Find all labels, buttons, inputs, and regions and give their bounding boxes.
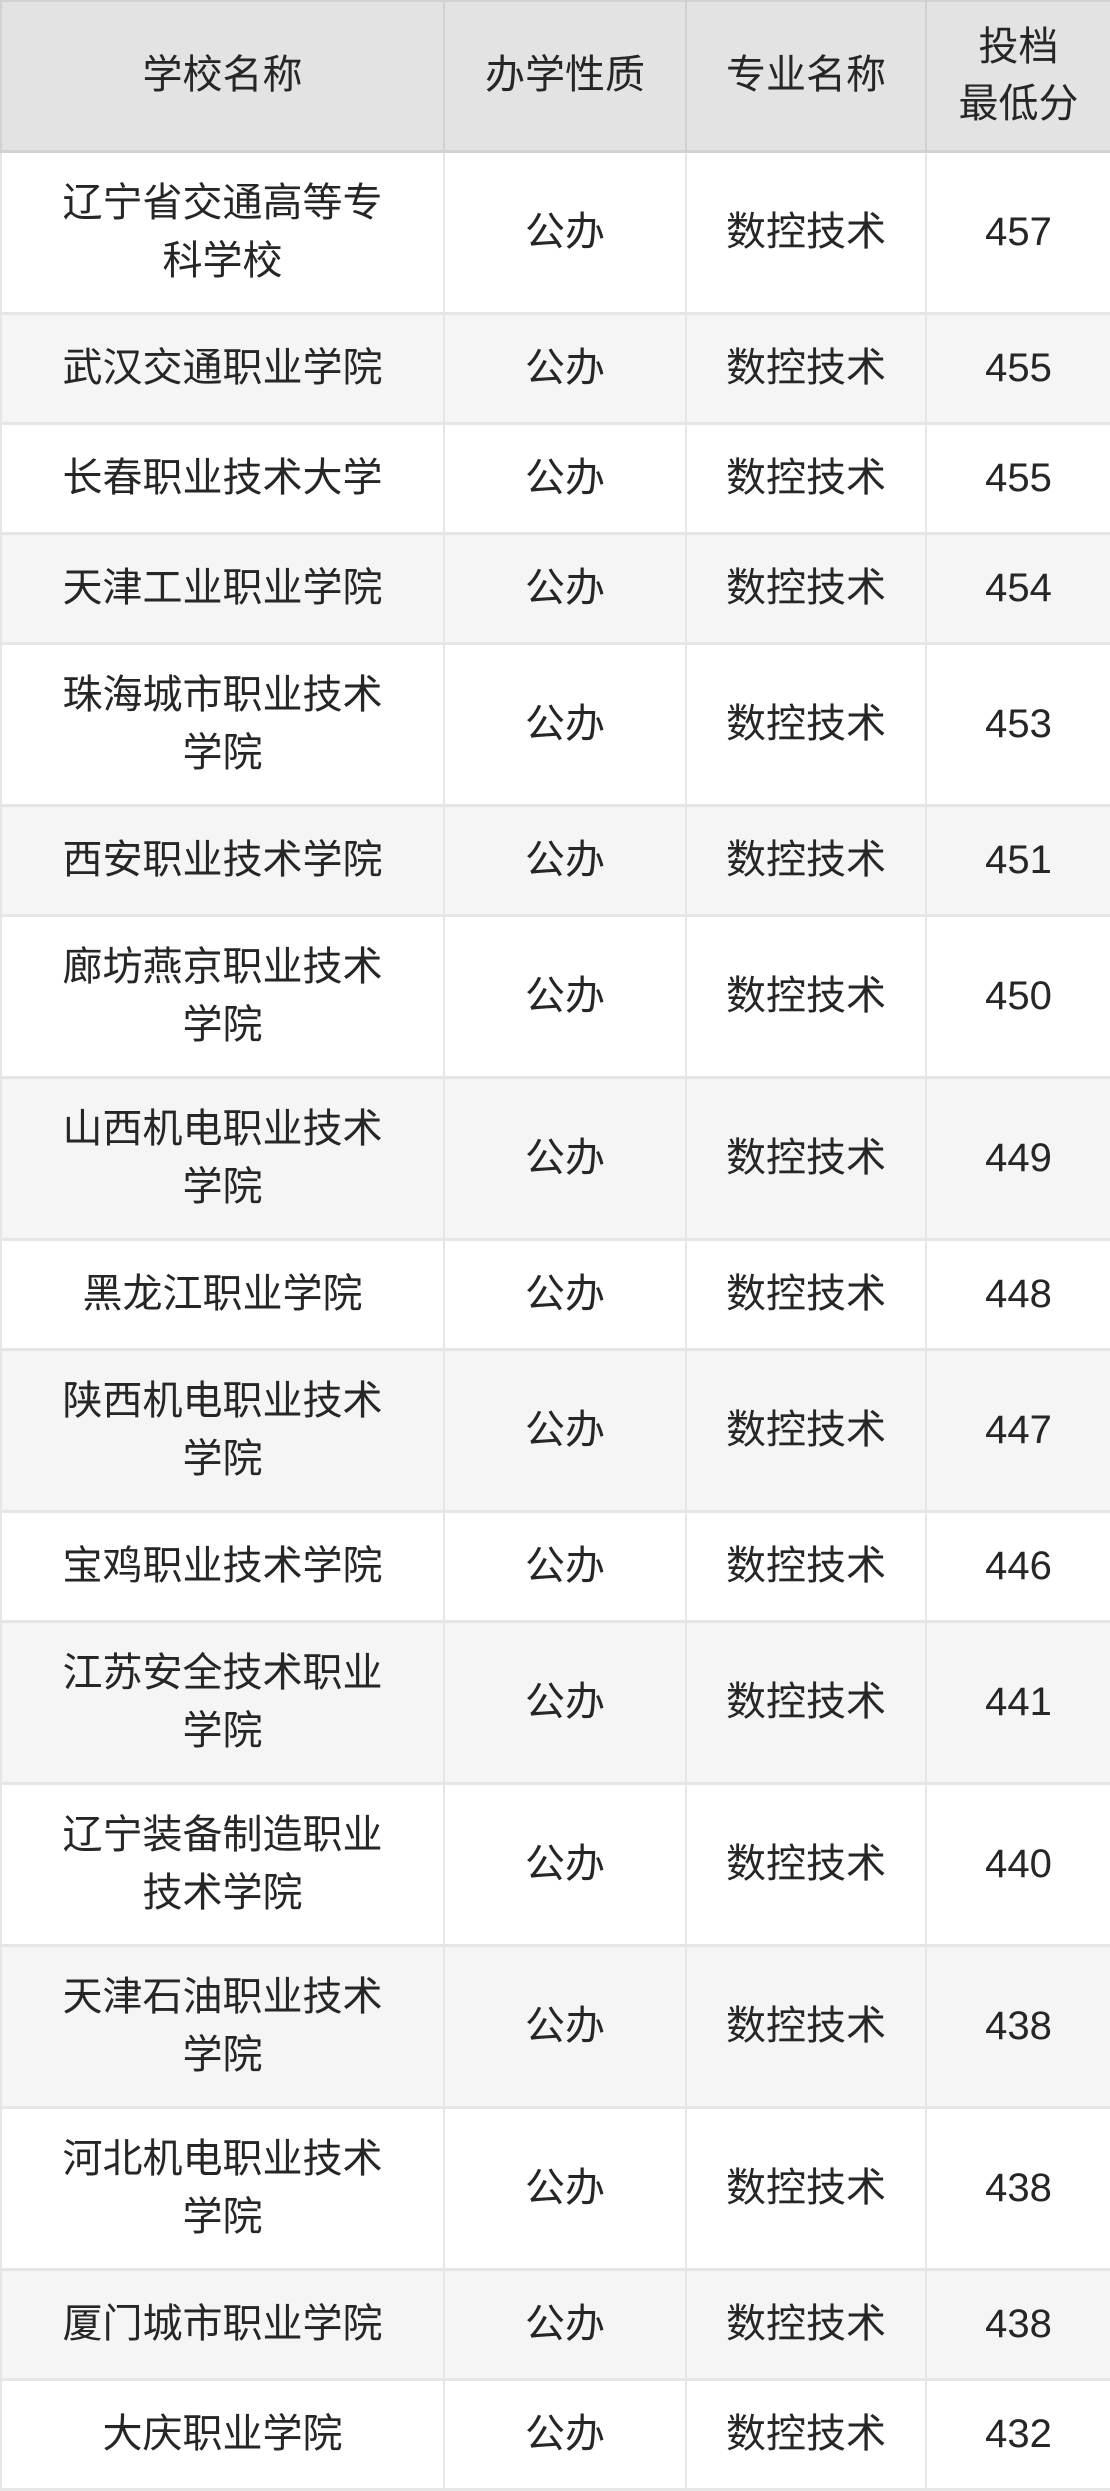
school-name-cell: 厦门城市职业学院 xyxy=(0,2267,445,2381)
school-name-cell: 黑龙江职业学院 xyxy=(0,1237,445,1351)
school-name-cell: 山西机电职业技术 学院 xyxy=(0,1075,445,1241)
school-type-cell: 公办 xyxy=(443,2105,687,2271)
school-type-cell: 公办 xyxy=(443,1943,687,2109)
header-cell-school-name: 学校名称 xyxy=(0,0,445,153)
major-name-cell: 数控技术 xyxy=(685,531,927,645)
major-name-cell: 数控技术 xyxy=(685,1237,927,1351)
min-score-cell: 449 xyxy=(925,1075,1110,1241)
table-row: 珠海城市职业技术 学院 公办 数控技术 453 xyxy=(0,641,1110,807)
major-name-cell: 数控技术 xyxy=(685,1943,927,2109)
header-row: 学校名称 办学性质 专业名称 投档 最低分 xyxy=(0,0,1110,153)
table-header: 学校名称 办学性质 专业名称 投档 最低分 xyxy=(0,0,1110,153)
table-row: 辽宁省交通高等专 科学校 公办 数控技术 457 xyxy=(0,149,1110,315)
school-name-cell: 河北机电职业技术 学院 xyxy=(0,2105,445,2271)
major-name-cell: 数控技术 xyxy=(685,2377,927,2491)
school-type-cell: 公办 xyxy=(443,311,687,425)
min-score-cell: 453 xyxy=(925,641,1110,807)
school-name-cell: 廊坊燕京职业技术 学院 xyxy=(0,913,445,1079)
table-row: 山西机电职业技术 学院 公办 数控技术 449 xyxy=(0,1075,1110,1241)
min-score-cell: 432 xyxy=(925,2377,1110,2491)
table-row: 江苏安全技术职业 学院 公办 数控技术 441 xyxy=(0,1619,1110,1785)
major-name-cell: 数控技术 xyxy=(685,1347,927,1513)
school-type-cell: 公办 xyxy=(443,1781,687,1947)
school-type-cell: 公办 xyxy=(443,1347,687,1513)
school-type-cell: 公办 xyxy=(443,149,687,315)
school-name-cell: 辽宁装备制造职业 技术学院 xyxy=(0,1781,445,1947)
min-score-cell: 438 xyxy=(925,2105,1110,2271)
min-score-cell: 448 xyxy=(925,1237,1110,1351)
min-score-cell: 455 xyxy=(925,421,1110,535)
school-name-cell: 天津石油职业技术 学院 xyxy=(0,1943,445,2109)
major-name-cell: 数控技术 xyxy=(685,803,927,917)
major-name-cell: 数控技术 xyxy=(685,641,927,807)
min-score-cell: 438 xyxy=(925,1943,1110,2109)
min-score-cell: 441 xyxy=(925,1619,1110,1785)
table-row: 西安职业技术学院 公办 数控技术 451 xyxy=(0,803,1110,917)
table-row: 长春职业技术大学 公办 数控技术 455 xyxy=(0,421,1110,535)
table-row: 天津工业职业学院 公办 数控技术 454 xyxy=(0,531,1110,645)
school-type-cell: 公办 xyxy=(443,1509,687,1623)
table-row: 宝鸡职业技术学院 公办 数控技术 446 xyxy=(0,1509,1110,1623)
major-name-cell: 数控技术 xyxy=(685,149,927,315)
school-name-cell: 大庆职业学院 xyxy=(0,2377,445,2491)
school-name-cell: 宝鸡职业技术学院 xyxy=(0,1509,445,1623)
min-score-cell: 450 xyxy=(925,913,1110,1079)
major-name-cell: 数控技术 xyxy=(685,2267,927,2381)
school-type-cell: 公办 xyxy=(443,641,687,807)
table-body: 辽宁省交通高等专 科学校 公办 数控技术 457 武汉交通职业学院 公办 数控技… xyxy=(0,149,1110,2491)
header-cell-school-type: 办学性质 xyxy=(443,0,687,153)
min-score-cell: 446 xyxy=(925,1509,1110,1623)
school-type-cell: 公办 xyxy=(443,421,687,535)
school-name-cell: 珠海城市职业技术 学院 xyxy=(0,641,445,807)
table-row: 黑龙江职业学院 公办 数控技术 448 xyxy=(0,1237,1110,1351)
major-name-cell: 数控技术 xyxy=(685,421,927,535)
school-type-cell: 公办 xyxy=(443,2267,687,2381)
header-cell-min-score: 投档 最低分 xyxy=(925,0,1110,153)
major-name-cell: 数控技术 xyxy=(685,1619,927,1785)
min-score-cell: 438 xyxy=(925,2267,1110,2381)
min-score-cell: 447 xyxy=(925,1347,1110,1513)
school-type-cell: 公办 xyxy=(443,2377,687,2491)
school-type-cell: 公办 xyxy=(443,1237,687,1351)
school-type-cell: 公办 xyxy=(443,803,687,917)
school-name-cell: 陕西机电职业技术 学院 xyxy=(0,1347,445,1513)
min-score-cell: 451 xyxy=(925,803,1110,917)
school-name-cell: 江苏安全技术职业 学院 xyxy=(0,1619,445,1785)
min-score-cell: 455 xyxy=(925,311,1110,425)
major-name-cell: 数控技术 xyxy=(685,311,927,425)
school-type-cell: 公办 xyxy=(443,1075,687,1241)
table-row: 河北机电职业技术 学院 公办 数控技术 438 xyxy=(0,2105,1110,2271)
table-row: 辽宁装备制造职业 技术学院 公办 数控技术 440 xyxy=(0,1781,1110,1947)
school-name-cell: 天津工业职业学院 xyxy=(0,531,445,645)
header-cell-major-name: 专业名称 xyxy=(685,0,927,153)
table-row: 天津石油职业技术 学院 公办 数控技术 438 xyxy=(0,1943,1110,2109)
school-type-cell: 公办 xyxy=(443,913,687,1079)
min-score-cell: 454 xyxy=(925,531,1110,645)
table-row: 廊坊燕京职业技术 学院 公办 数控技术 450 xyxy=(0,913,1110,1079)
min-score-cell: 440 xyxy=(925,1781,1110,1947)
min-score-cell: 457 xyxy=(925,149,1110,315)
major-name-cell: 数控技术 xyxy=(685,1509,927,1623)
school-name-cell: 西安职业技术学院 xyxy=(0,803,445,917)
school-type-cell: 公办 xyxy=(443,1619,687,1785)
school-name-cell: 长春职业技术大学 xyxy=(0,421,445,535)
table-row: 厦门城市职业学院 公办 数控技术 438 xyxy=(0,2267,1110,2381)
major-name-cell: 数控技术 xyxy=(685,2105,927,2271)
school-name-cell: 辽宁省交通高等专 科学校 xyxy=(0,149,445,315)
table-row: 陕西机电职业技术 学院 公办 数控技术 447 xyxy=(0,1347,1110,1513)
major-name-cell: 数控技术 xyxy=(685,913,927,1079)
school-name-cell: 武汉交通职业学院 xyxy=(0,311,445,425)
major-name-cell: 数控技术 xyxy=(685,1075,927,1241)
major-name-cell: 数控技术 xyxy=(685,1781,927,1947)
table-row: 大庆职业学院 公办 数控技术 432 xyxy=(0,2377,1110,2491)
table-row: 武汉交通职业学院 公办 数控技术 455 xyxy=(0,311,1110,425)
school-type-cell: 公办 xyxy=(443,531,687,645)
